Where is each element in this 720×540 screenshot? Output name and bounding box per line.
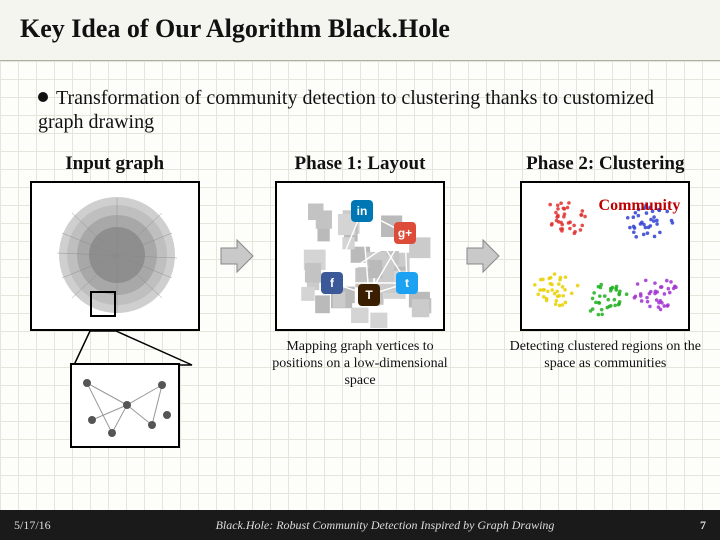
arrow-1 bbox=[219, 181, 255, 331]
zoom-box bbox=[90, 291, 116, 317]
arrow-2 bbox=[465, 181, 501, 331]
bullet-icon bbox=[38, 92, 48, 102]
footer-date: 5/17/16 bbox=[14, 518, 94, 533]
figure-phase1: ing+fTt bbox=[275, 181, 445, 331]
footer-title-rest: : Robust Community Detection Inspired by… bbox=[269, 518, 554, 532]
footer-title: Black.Hole: Robust Community Detection I… bbox=[94, 518, 676, 533]
figure-phase2: Community bbox=[520, 181, 690, 331]
footer-title-em: Black.Hole bbox=[216, 518, 270, 532]
figure-input-graph bbox=[30, 181, 200, 331]
content-area: Transformation of community detection to… bbox=[0, 60, 720, 510]
community-label: Community bbox=[599, 197, 681, 215]
col-input-title: Input graph bbox=[10, 153, 219, 175]
bullet-text: Transformation of community detection to… bbox=[38, 87, 654, 133]
svg-text:t: t bbox=[405, 276, 409, 290]
col-phase1-title: Phase 1: Layout bbox=[255, 153, 464, 175]
slide-title: Key Idea of Our Algorithm Black.Hole bbox=[0, 0, 720, 60]
svg-text:g+: g+ bbox=[398, 226, 412, 240]
col-phase2-title: Phase 2: Clustering bbox=[501, 153, 710, 175]
footer-page: 7 bbox=[676, 518, 706, 533]
zoom-detail bbox=[70, 363, 180, 448]
hairball-graph-icon bbox=[32, 183, 200, 331]
col-phase2: Phase 2: Clustering Community Detecting … bbox=[501, 153, 710, 373]
col-input: Input graph bbox=[10, 153, 219, 331]
footer: 5/17/16 Black.Hole: Robust Community Det… bbox=[0, 510, 720, 540]
svg-text:in: in bbox=[357, 204, 368, 218]
col-phase2-caption: Detecting clustered regions on the space… bbox=[501, 339, 710, 373]
col-phase1: Phase 1: Layout ing+fTt Mapping graph ve… bbox=[255, 153, 464, 389]
svg-text:T: T bbox=[365, 288, 373, 302]
three-column-row: Input graph bbox=[10, 153, 710, 389]
col-phase1-caption: Mapping graph vertices to positions on a… bbox=[255, 339, 464, 389]
bullet-main: Transformation of community detection to… bbox=[38, 86, 678, 135]
